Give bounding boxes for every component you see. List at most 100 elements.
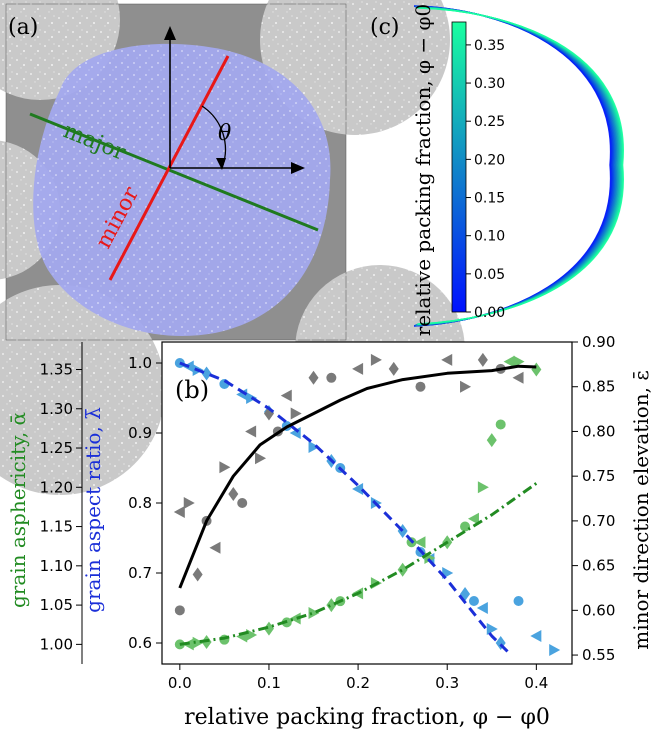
colorbar-tick-label: 0.10 (474, 229, 505, 245)
elevation-fit-line (178, 364, 537, 589)
grain-highlight (33, 43, 331, 336)
asphericity-marker (246, 628, 258, 641)
panel-c: (c) 0.00 0.05 0.10 0.15 0.20 0.25 0.30 0.35 rel… (370, 4, 624, 337)
elevation-marker (415, 381, 426, 392)
elevation-marker (326, 372, 337, 383)
colorbar-tick-label: 0.05 (474, 267, 505, 283)
colorbar (451, 21, 467, 313)
asphericity-marker (192, 636, 204, 649)
arrowhead-icon (216, 158, 226, 170)
y-axis-label-aspect-ratio: grain aspect ratio, λ̄ (81, 407, 105, 613)
x-tick-label: 0.3 (435, 674, 459, 692)
aspect-ratio-marker (201, 366, 212, 381)
elevation-marker (512, 371, 524, 384)
asphericity-marker (460, 521, 471, 532)
grain-shape-curves (413, 5, 624, 327)
series-layer (173, 352, 561, 656)
elevation-tick-label: 0.75 (582, 467, 615, 485)
aspect-ratio-fit-line (179, 361, 511, 655)
arrowhead-icon (164, 26, 176, 40)
colorbar-label: relative packing fraction, φ − φ0 (411, 4, 435, 337)
aspect-ratio-marker (468, 596, 479, 606)
asphericity-marker (495, 419, 506, 430)
elevation-marker (174, 605, 185, 616)
asphericity-marker (397, 562, 408, 577)
theta-label: θ (218, 121, 231, 146)
asphericity-marker (414, 536, 426, 549)
aspect-ratio-marker (486, 623, 498, 635)
axis-layer: 0.0 0.1 0.2 0.3 0.4 0.6 0.7 0.8 0.9 1.0 1.00 1.05 1.… (40, 333, 616, 692)
elevation-marker (245, 425, 257, 438)
elevation-marker (370, 353, 382, 366)
elevation-tick-label: 0.60 (582, 601, 615, 619)
asphericity-marker (503, 355, 515, 368)
x-tick-label: 0.0 (168, 674, 192, 692)
aspect-ratio-marker (549, 644, 561, 656)
asphericity-tick-label: 1.30 (40, 400, 73, 418)
aspect-ratio-marker (308, 441, 320, 453)
arrowhead-icon (291, 162, 305, 174)
aspect-ratio-marker (476, 602, 488, 614)
asphericity-tick-label: 1.05 (40, 596, 73, 614)
asphericity-tick-label: 1.10 (40, 557, 73, 575)
grain-shape-curve (417, 7, 624, 325)
x-tick-label: 0.1 (257, 674, 281, 692)
panel-c-label: (c) (370, 15, 400, 40)
asphericity-marker (486, 433, 497, 448)
asphericity-tick-label: 1.25 (40, 439, 73, 457)
aspect-ratio-tick-label: 1.0 (128, 354, 152, 372)
asphericity-marker (513, 355, 525, 368)
asphericity-marker (467, 512, 479, 525)
aspect-ratio-marker (352, 483, 364, 495)
asphericity-tick-label: 1.35 (40, 360, 73, 378)
asphericity-marker (263, 621, 274, 636)
elevation-marker (255, 452, 267, 465)
elevation-marker (237, 498, 248, 508)
minor-axis-line (108, 55, 230, 281)
aspect-ratio-marker (513, 596, 524, 606)
asphericity-tick-label: 1.15 (40, 518, 73, 536)
asphericity-tick-label: 1.20 (40, 478, 73, 496)
elevation-marker (209, 541, 221, 554)
elevation-marker (228, 487, 239, 502)
elevation-tick-label: 0.80 (582, 422, 615, 440)
elevation-tick-label: 0.70 (582, 512, 615, 530)
elevation-marker (352, 362, 364, 375)
colorbar-tick-label: 0.15 (474, 191, 505, 207)
asphericity-fit-line (179, 482, 538, 646)
asphericity-tick-label: 1.00 (40, 635, 73, 653)
y-axis-label-elevation: minor direction elevation, ε̄ (629, 370, 653, 649)
aspect-ratio-tick-label: 0.8 (128, 494, 152, 512)
colorbar-tick-label: 0.25 (474, 114, 505, 130)
panel-b: 0.0 0.1 0.2 0.3 0.4 0.6 0.7 0.8 0.9 1.0 1.00 1.05 1.… (6, 333, 653, 730)
colorbar-tick-label: 0.20 (474, 152, 505, 168)
elevation-marker (477, 352, 488, 367)
elevation-marker (280, 389, 292, 402)
plot-frame (161, 341, 573, 665)
colorbar-tick-label: 0.30 (474, 76, 505, 92)
elevation-marker (183, 497, 195, 509)
y-axis-label-asphericity: grain asphericity, ᾱ (6, 412, 30, 608)
aspect-ratio-tick-label: 0.6 (128, 634, 152, 652)
colorbar-tick-label: 0.00 (474, 305, 505, 321)
asphericity-marker (326, 598, 337, 613)
panel-b-label: (b) (175, 376, 209, 404)
elevation-marker (290, 407, 302, 420)
x-tick-label: 0.2 (346, 674, 370, 692)
aspect-ratio-marker (530, 630, 542, 642)
asphericity-marker (289, 612, 301, 625)
elevation-tick-label: 0.85 (582, 378, 615, 396)
elevation-marker (308, 370, 319, 385)
colorbar-tick-label: 0.35 (474, 38, 505, 54)
asphericity-marker (308, 606, 320, 619)
elevation-marker (388, 361, 399, 376)
elevation-tick-label: 0.55 (582, 646, 615, 664)
elevation-tick-label: 0.65 (582, 557, 615, 575)
panel-a-label: (a) (8, 15, 38, 40)
elevation-marker (173, 505, 185, 518)
elevation-marker (441, 353, 453, 366)
aspect-ratio-tick-label: 0.7 (128, 564, 152, 582)
asphericity-marker (477, 481, 489, 494)
x-tick-label: 0.4 (524, 674, 548, 692)
colorbar-ticks: 0.00 0.05 0.10 0.15 0.20 0.25 0.30 0.35 (466, 38, 505, 321)
